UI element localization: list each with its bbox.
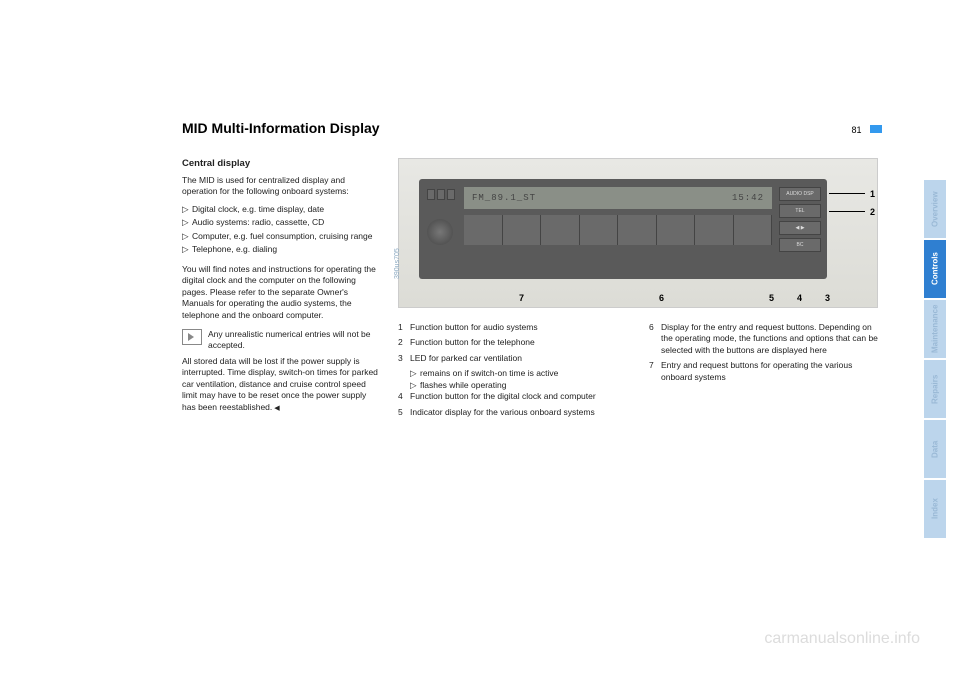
callout-2: 2 xyxy=(870,207,875,217)
triangle-icon: ▷ xyxy=(182,217,192,228)
list-item: ▷ Computer, e.g. fuel consumption, cruis… xyxy=(182,231,382,242)
radio-screen: FM_89.1_ST 15:42 xyxy=(464,187,772,209)
triangle-icon: ▷ xyxy=(182,231,192,242)
legend-number: 1 xyxy=(398,322,410,333)
list-item-text: Computer, e.g. fuel consumption, cruisin… xyxy=(192,231,373,242)
page-number-wrap: 81 xyxy=(852,120,882,138)
list-item: ▷ Digital clock, e.g. time display, date xyxy=(182,204,382,215)
list-item-text: Digital clock, e.g. time display, date xyxy=(192,204,324,215)
legend-item: 7 Entry and request buttons for operatin… xyxy=(649,360,878,383)
callout-4: 4 xyxy=(797,293,802,303)
bc-button: BC xyxy=(779,238,821,252)
seek-buttons xyxy=(427,189,455,200)
callout-5: 5 xyxy=(769,293,774,303)
triangle-icon: ▷ xyxy=(410,368,420,379)
callout-3: 3 xyxy=(825,293,830,303)
legend-item: 4 Function button for the digital clock … xyxy=(398,391,627,402)
legend-subtext: flashes while operating xyxy=(420,380,506,391)
left-column: Central display The MID is used for cent… xyxy=(182,158,382,422)
note-box: Any unrealistic numerical entries will n… xyxy=(182,329,382,352)
list-item: ▷ Telephone, e.g. dialing xyxy=(182,244,382,255)
notes-para: You will find notes and instructions for… xyxy=(182,264,382,321)
tab-repairs[interactable]: Repairs xyxy=(924,358,946,418)
legend-col-left: 1 Function button for audio systems 2 Fu… xyxy=(398,322,627,422)
screen-right-text: 15:42 xyxy=(732,193,764,203)
right-column: FM_89.1_ST 15:42 AUDIO DSP TEL ◀ ▶ BC xyxy=(398,158,878,422)
note-icon xyxy=(182,329,202,345)
legend-text: Function button for the digital clock an… xyxy=(410,391,596,402)
preset-button-row xyxy=(464,215,772,245)
legend-subtext: remains on if switch-on time is active xyxy=(420,368,558,379)
seek-left-icon xyxy=(427,189,435,200)
legend-item: 2 Function button for the telephone xyxy=(398,337,627,348)
callout-6: 6 xyxy=(659,293,664,303)
legend-item: 3 LED for parked car ventilation xyxy=(398,353,627,364)
side-button-group: AUDIO DSP TEL ◀ ▶ BC xyxy=(779,187,821,255)
legend-item: 5 Indicator display for the various onbo… xyxy=(398,407,627,418)
screen-left-text: FM_89.1_ST xyxy=(472,193,536,203)
lost-data-para: All stored data will be lost if the powe… xyxy=(182,356,382,413)
list-item-text: Telephone, e.g. dialing xyxy=(192,244,277,255)
page-number: 81 xyxy=(852,125,862,135)
intro-para: The MID is used for centralized display … xyxy=(182,175,382,198)
sidebar-tabs: Overview Controls Maintenance Repairs Da… xyxy=(924,178,946,538)
watermark: carmanualsonline.info xyxy=(764,630,920,648)
tab-overview[interactable]: Overview xyxy=(924,178,946,238)
list-item: ▷ Audio systems: radio, cassette, CD xyxy=(182,217,382,228)
legend-number: 3 xyxy=(398,353,410,364)
seek-center-icon xyxy=(437,189,445,200)
triangle-icon: ▷ xyxy=(410,380,420,391)
note-text: Any unrealistic numerical entries will n… xyxy=(208,329,382,352)
legend-number: 5 xyxy=(398,407,410,418)
tab-index[interactable]: Index xyxy=(924,478,946,538)
legend-text: Function button for audio systems xyxy=(410,322,538,333)
legend-number: 7 xyxy=(649,360,661,383)
tel-button: TEL xyxy=(779,204,821,218)
page-title: MID Multi-Information Display xyxy=(182,120,380,136)
arrows-button: ◀ ▶ xyxy=(779,221,821,235)
legend-col-right: 6 Display for the entry and request butt… xyxy=(649,322,878,422)
triangle-icon: ▷ xyxy=(182,204,192,215)
legend-item: 1 Function button for audio systems xyxy=(398,322,627,333)
seek-right-icon xyxy=(447,189,455,200)
volume-knob xyxy=(427,219,453,245)
legend-subitem: ▷ remains on if switch-on time is active xyxy=(398,368,627,379)
legend-text: Display for the entry and request button… xyxy=(661,322,878,356)
legend-text: Entry and request buttons for operating … xyxy=(661,360,878,383)
legend-subitem: ▷ flashes while operating xyxy=(398,380,627,391)
tab-maintenance[interactable]: Maintenance xyxy=(924,298,946,358)
radio-unit: FM_89.1_ST 15:42 AUDIO DSP TEL ◀ ▶ BC xyxy=(419,179,827,279)
image-credit: 390us705 xyxy=(394,248,401,279)
audio-dsp-button: AUDIO DSP xyxy=(779,187,821,201)
triangle-icon: ▷ xyxy=(182,244,192,255)
legend-text: LED for parked car ventilation xyxy=(410,353,522,364)
legend-text: Indicator display for the various onboar… xyxy=(410,407,595,418)
page-number-bar xyxy=(870,125,882,133)
legend-number: 2 xyxy=(398,337,410,348)
callout-7: 7 xyxy=(519,293,524,303)
tab-controls[interactable]: Controls xyxy=(924,238,946,298)
callout-1: 1 xyxy=(870,189,875,199)
legend-number: 6 xyxy=(649,322,661,356)
tab-data[interactable]: Data xyxy=(924,418,946,478)
list-item-text: Audio systems: radio, cassette, CD xyxy=(192,217,324,228)
legend-columns: 1 Function button for audio systems 2 Fu… xyxy=(398,322,878,422)
radio-figure: FM_89.1_ST 15:42 AUDIO DSP TEL ◀ ▶ BC xyxy=(398,158,878,308)
legend-item: 6 Display for the entry and request butt… xyxy=(649,322,878,356)
section-heading: Central display xyxy=(182,158,382,171)
legend-text: Function button for the telephone xyxy=(410,337,535,348)
legend-number: 4 xyxy=(398,391,410,402)
